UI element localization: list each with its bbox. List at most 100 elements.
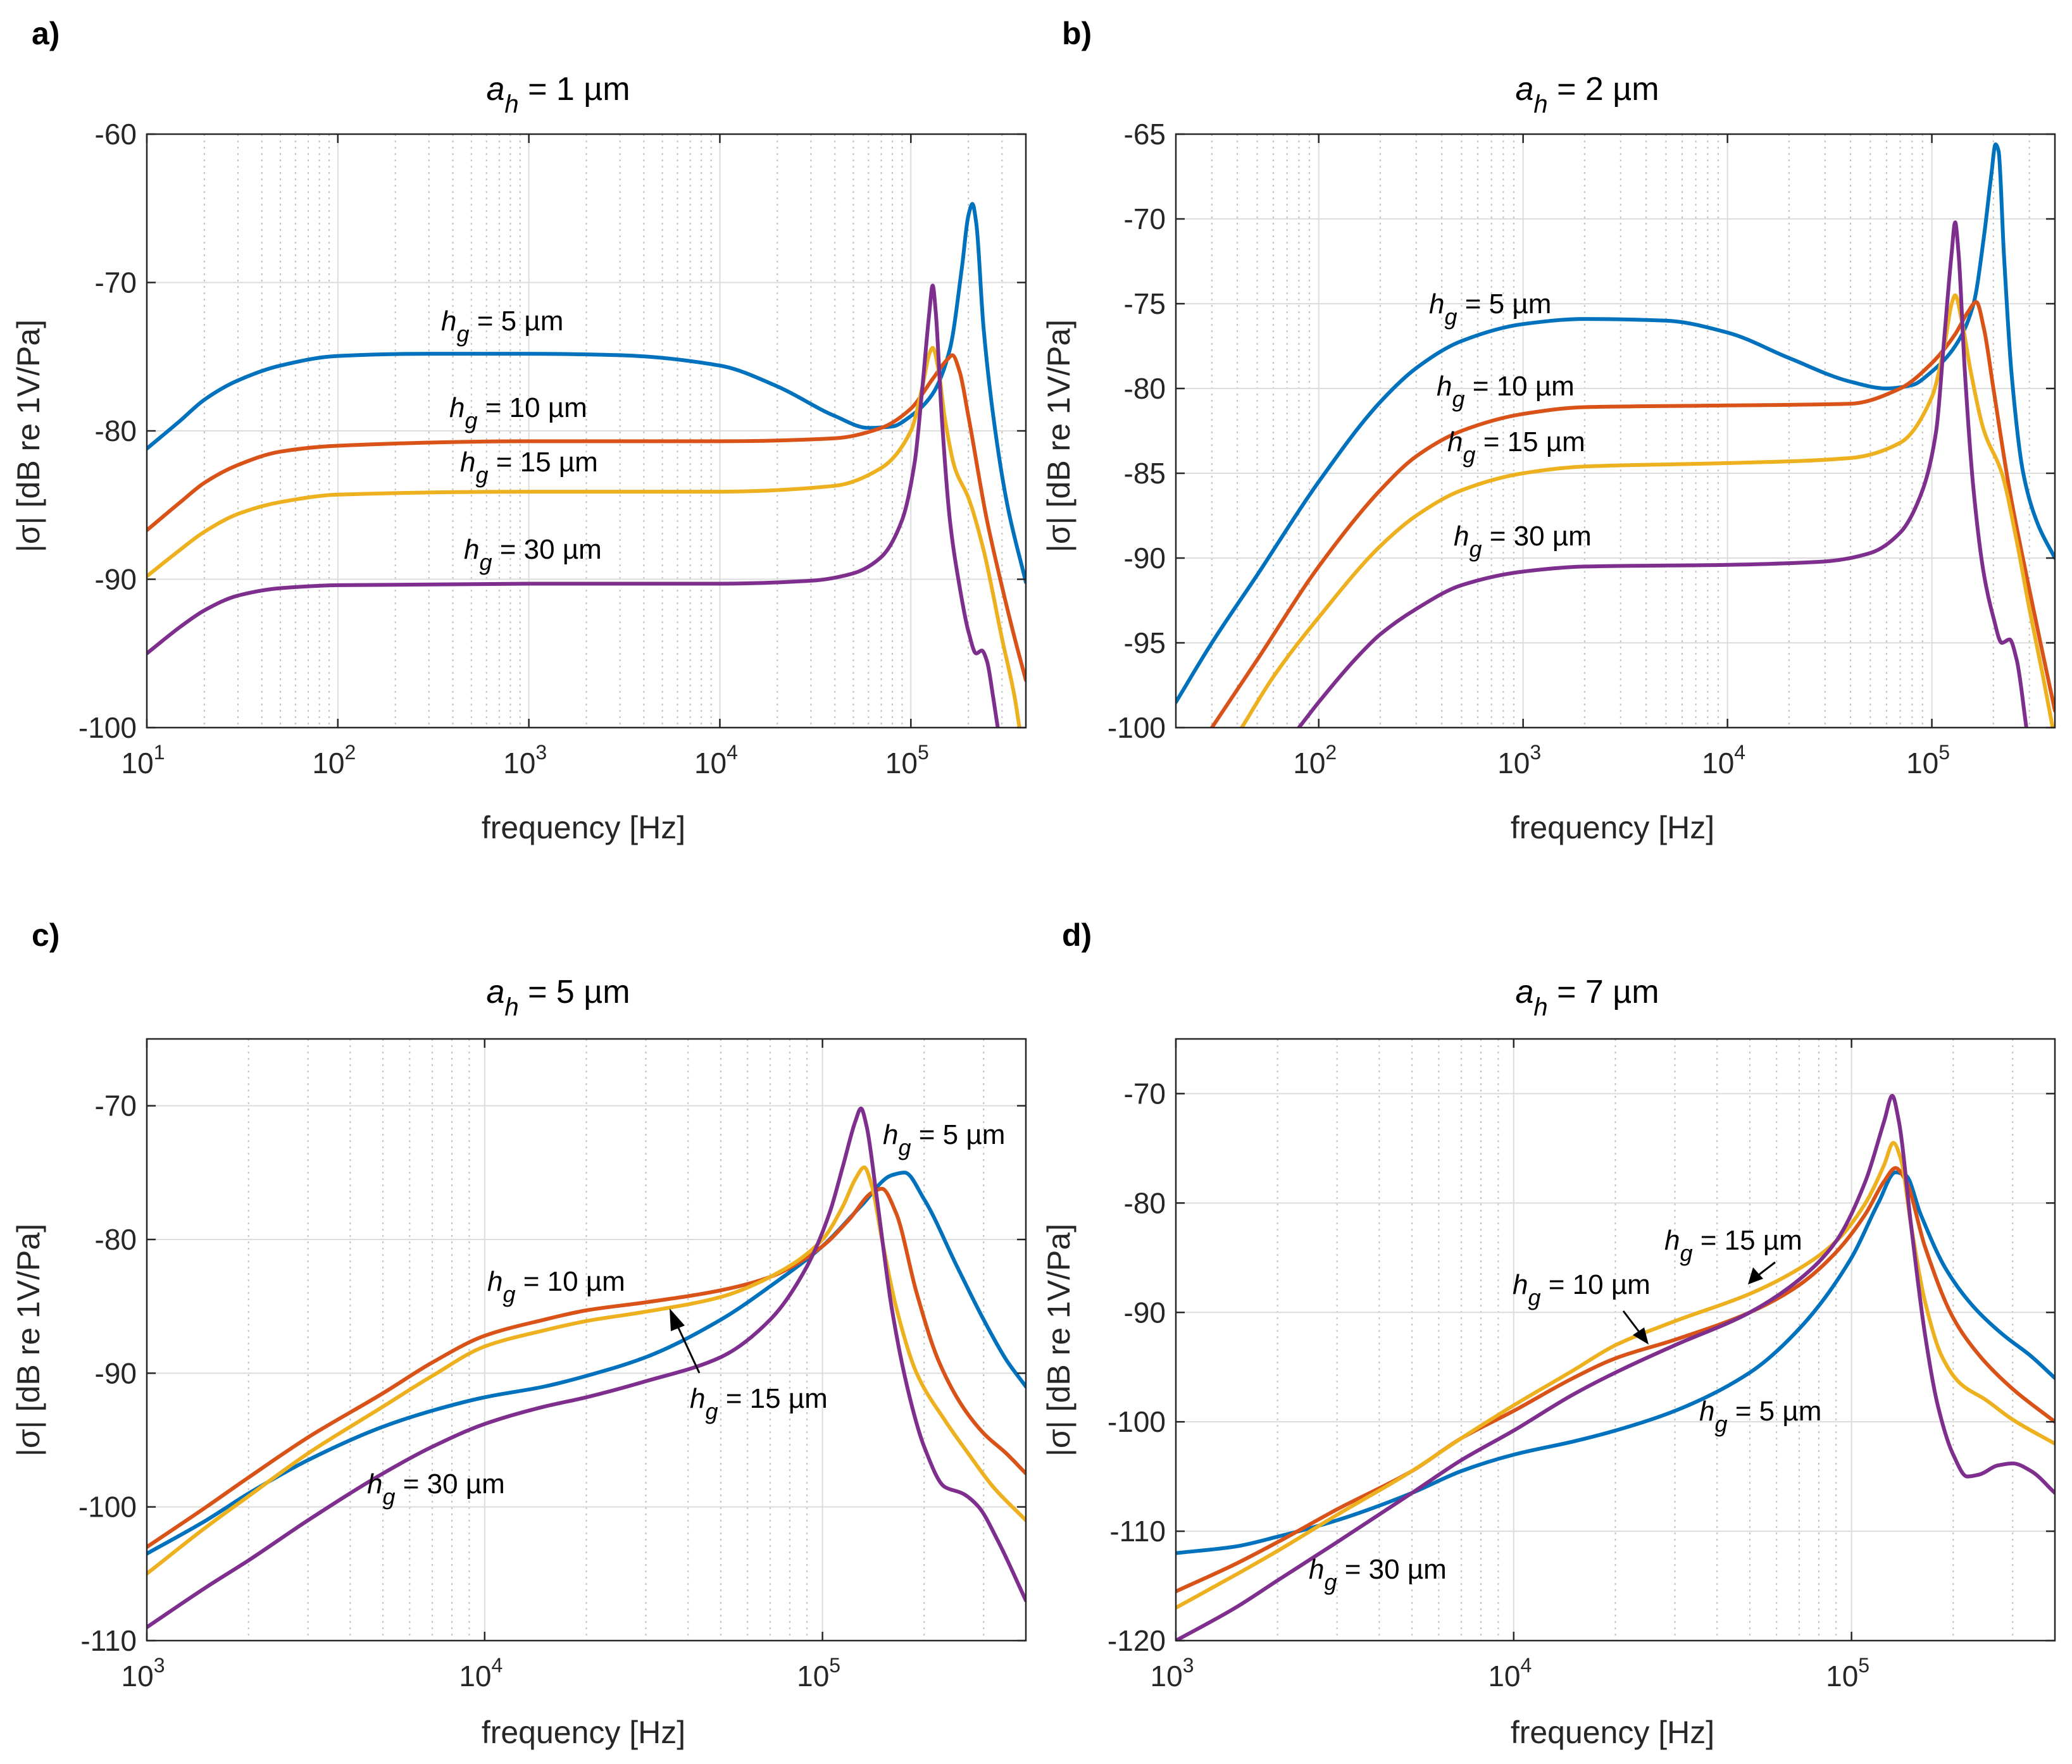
annotation-hg30: hg = 30 µm — [1309, 1554, 1447, 1595]
svg-text:hg = 15 µm: hg = 15 µm — [1447, 426, 1585, 468]
annot-var: h — [1429, 289, 1444, 320]
x-tick-label: 104 — [694, 741, 738, 780]
y-tick-label: -100 — [78, 1491, 137, 1524]
title-value: = 1 µm — [519, 71, 630, 108]
annot-sub: g — [1444, 304, 1457, 330]
annot-sub: g — [1469, 536, 1482, 562]
annotation-arrow — [675, 1322, 701, 1374]
annotation-arrow — [1622, 1310, 1640, 1332]
annot-sub: g — [475, 462, 488, 488]
annot-sub: g — [1528, 1284, 1540, 1310]
annot-var: h — [367, 1469, 382, 1500]
series-line-2 — [147, 353, 1026, 682]
x-tick-label: 101 — [122, 741, 165, 780]
annot-var: h — [883, 1119, 898, 1150]
series-line-3 — [1240, 293, 2055, 728]
annot-var: h — [1664, 1225, 1680, 1256]
annot-value: = 5 µm — [1728, 1396, 1822, 1427]
y-tick-label: -110 — [1109, 1515, 1166, 1548]
annot-value: = 15 µm — [1693, 1225, 1802, 1256]
annot-value: = 10 µm — [1465, 371, 1575, 402]
title-value: = 5 µm — [519, 974, 630, 1010]
annotation-hg30: hg = 30 µm — [464, 534, 602, 575]
series-lines — [1176, 1093, 2055, 1641]
y-tick-label: -120 — [1108, 1624, 1166, 1657]
title-sub: h — [504, 993, 518, 1021]
panel-b: b) ah = 2 µm 102 103 104 105-100-95-90-85-8… — [1041, 16, 2056, 845]
axis-ticks: 103 104 105 -110 -100 -90 -80 -70 — [78, 1038, 1027, 1693]
y-tick-label: -100 — [1108, 1405, 1166, 1438]
arrow-head — [670, 1308, 685, 1331]
series-line-4 — [1297, 220, 2028, 728]
annot-var: h — [441, 306, 456, 337]
y-tick-label: -110 — [80, 1624, 137, 1657]
x-axis-label: frequency [Hz] — [1511, 810, 1714, 845]
panel-d: d) ah = 7 µm 103 104 105-120-110-100-90-80… — [1041, 917, 2056, 1750]
y-tick-label: -70 — [95, 1090, 137, 1122]
x-axis-label: frequency [Hz] — [482, 1715, 685, 1750]
svg-text:hg = 5 µm: hg = 5 µm — [1429, 289, 1551, 330]
y-tick-label: -95 — [1124, 626, 1166, 659]
y-tick-label: -80 — [1124, 372, 1166, 405]
y-tick-label: -60 — [95, 118, 137, 151]
series-line-4 — [147, 1106, 1026, 1629]
y-tick-label: -90 — [1124, 542, 1166, 575]
series-lines — [147, 202, 1026, 728]
annotation-hg10: hg = 10 µm — [1437, 371, 1575, 412]
panel-a: a) ah = 1 µm 101 102 103 104 105-100-90-80-7… — [11, 16, 1027, 845]
svg-text:hg = 5 µm: hg = 5 µm — [883, 1119, 1005, 1160]
series-lines — [147, 1106, 1026, 1629]
y-axis-label: |σ| [dB re 1V/Pa] — [1041, 1224, 1077, 1457]
x-tick-label: 102 — [312, 741, 356, 780]
annot-sub: g — [456, 321, 469, 347]
annot-var: h — [449, 392, 465, 423]
x-tick-label: 105 — [1906, 741, 1950, 780]
annot-sub: g — [479, 549, 492, 575]
x-tick-label: 103 — [1497, 741, 1541, 780]
annot-sub: g — [1680, 1240, 1692, 1266]
y-tick-label: -90 — [95, 1357, 137, 1389]
panel-b-title: ah = 2 µm — [1515, 71, 1659, 118]
x-tick-label: 104 — [1488, 1654, 1532, 1693]
series-line-1 — [1176, 1170, 2055, 1555]
annot-var: h — [690, 1383, 705, 1414]
annot-sub: g — [1324, 1569, 1337, 1595]
svg-text:hg = 10 µm: hg = 10 µm — [487, 1266, 625, 1307]
series-line-1 — [147, 202, 1026, 585]
annotation-arrow — [1756, 1261, 1776, 1278]
series-line-2 — [147, 1186, 1026, 1550]
svg-text:hg = 30 µm: hg = 30 µm — [1454, 521, 1592, 562]
panel-letter-d: d) — [1062, 917, 1092, 953]
annot-sub: g — [1452, 386, 1464, 412]
svg-text:hg = 5 µm: hg = 5 µm — [1699, 1396, 1821, 1437]
title-var: a — [1515, 71, 1533, 108]
annot-sub: g — [898, 1134, 911, 1160]
y-tick-label: -70 — [95, 266, 137, 299]
axis-ticks: 102 103 104 105 -100 -95 -90 -85 -80 -75 -70 -65 — [1108, 118, 2056, 780]
series-line-3 — [147, 1165, 1026, 1576]
annotation-hg10: hg = 10 µm — [487, 1266, 625, 1307]
grid — [1176, 1039, 2055, 1641]
annotation-hg15: hg = 15 µm — [460, 447, 598, 488]
annot-sub: g — [1463, 442, 1475, 468]
panel-letter-b: b) — [1062, 16, 1092, 51]
arrow-head — [1633, 1327, 1649, 1345]
grid — [1176, 134, 2055, 728]
grid — [147, 134, 1026, 728]
svg-text:hg = 15 µm: hg = 15 µm — [690, 1383, 828, 1424]
annotation-hg10: hg = 10 µm — [1513, 1269, 1651, 1345]
y-tick-label: -100 — [1108, 711, 1166, 744]
annot-sub: g — [502, 1281, 515, 1307]
annot-value: = 15 µm — [718, 1383, 828, 1414]
x-tick-label: 103 — [122, 1654, 165, 1693]
y-tick-label: -80 — [1124, 1186, 1166, 1219]
x-tick-label: 104 — [1702, 741, 1745, 780]
annotation-hg15: hg = 15 µm — [1447, 426, 1585, 468]
annot-var: h — [460, 447, 475, 478]
y-tick-label: -80 — [95, 414, 137, 447]
panel-letter-c: c) — [32, 917, 59, 953]
y-tick-label: -85 — [1124, 457, 1166, 490]
x-tick-label: 105 — [885, 741, 929, 780]
annot-var: h — [1513, 1269, 1528, 1300]
svg-text:hg = 10 µm: hg = 10 µm — [1513, 1269, 1651, 1310]
